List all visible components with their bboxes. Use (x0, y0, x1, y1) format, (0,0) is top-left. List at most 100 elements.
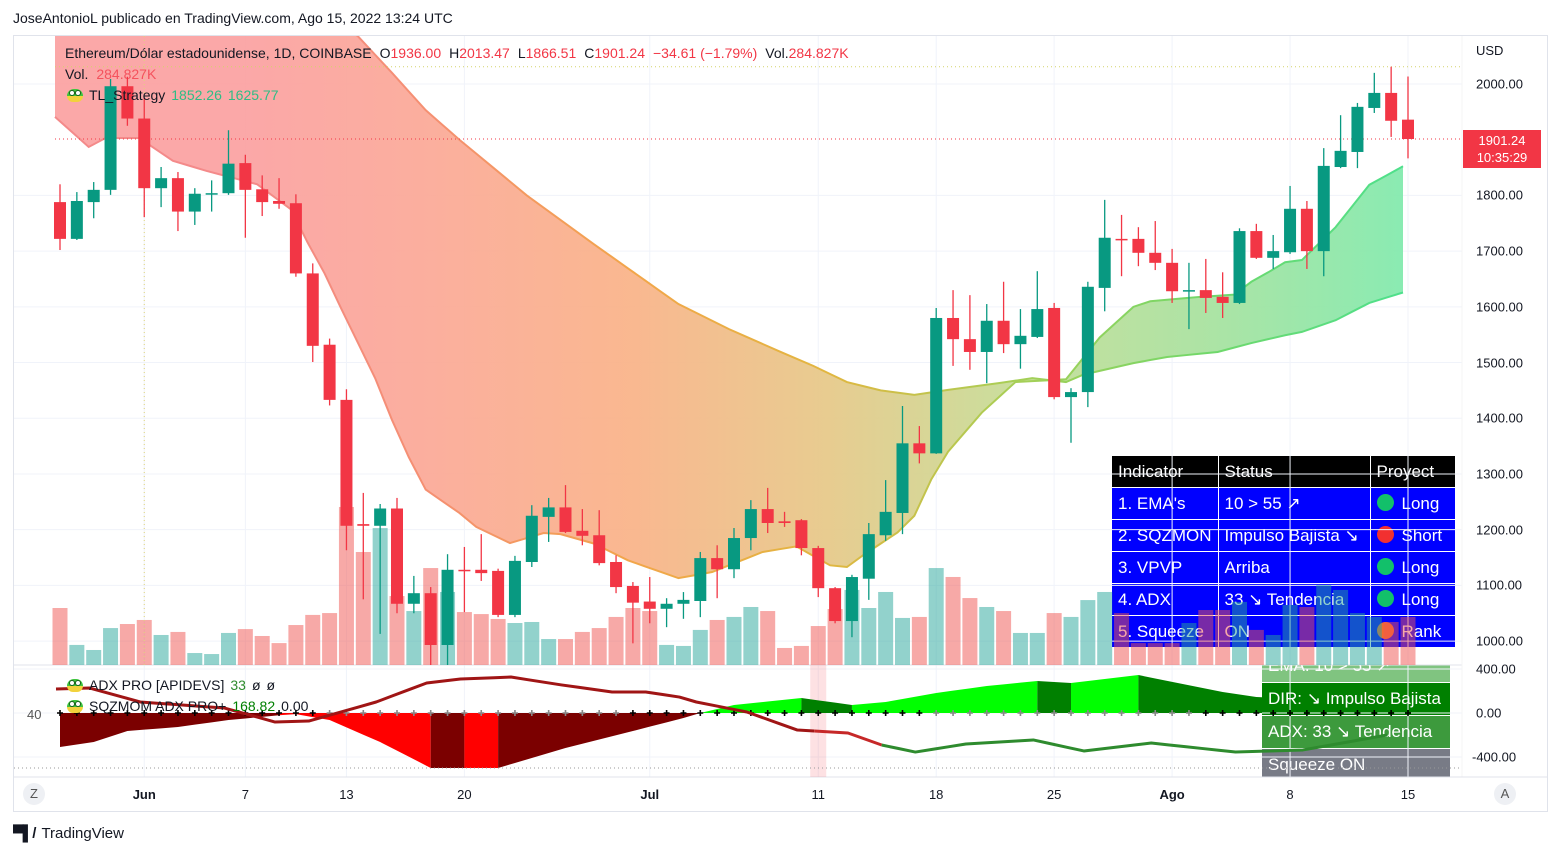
sqzmom-value-2: 0.00 (281, 698, 309, 714)
header-status: Status (1217, 455, 1371, 488)
time-tick-label: 7 (241, 787, 249, 802)
footer-brand[interactable]: ▀▌/ TradingView (13, 825, 124, 842)
row-status: 33 ↘ Tendencia (1217, 583, 1371, 616)
row-indicator: 4. ADX (1111, 583, 1219, 616)
status-dot-icon (1376, 493, 1394, 511)
row-proyect: Long (1369, 551, 1456, 584)
table-row: 2. SQZMON Impulso Bajista ↘ Short (1111, 519, 1456, 552)
ohlc-close: C1901.24 (584, 45, 645, 61)
high-label: H (449, 45, 460, 61)
lower-table-row-squeeze: Squeeze ON (1262, 749, 1450, 777)
last-price-value: 1901.24 (1478, 133, 1526, 148)
chart-frame (13, 35, 1548, 812)
proyect-label: Rank (1401, 621, 1442, 641)
table-row: 5. Squeeze ON Rank (1111, 615, 1456, 648)
close-value: 1901.24 (594, 45, 645, 61)
strategy-legend[interactable]: TL_Strategy 1852.26 1625.77 (67, 87, 278, 103)
strategy-name: TL_Strategy (89, 87, 166, 103)
adx-na-2: ø (266, 677, 276, 693)
row-proyect: Rank (1369, 615, 1456, 648)
tradingview-logo-icon: ▀▌/ (13, 825, 36, 842)
change-value: −34.61 (−1.79%) (652, 45, 758, 61)
price-tick-label: 1700.00 (1476, 243, 1523, 259)
adx-na-1: ø (251, 677, 261, 693)
proyect-label: Long (1401, 589, 1440, 609)
time-tick-label: 11 (811, 787, 826, 802)
price-tick-label: 1300.00 (1476, 466, 1523, 482)
row-status: ON (1217, 615, 1371, 648)
low-value: 1866.51 (525, 45, 577, 61)
row-status: Impulso Bajista ↘ (1217, 519, 1371, 552)
sqzmom-value: 168.82 (232, 698, 276, 714)
low-label: L (517, 45, 526, 61)
price-tick-label: 1100.00 (1476, 577, 1523, 593)
row-status: 10 > 55 ↗ (1217, 487, 1371, 520)
ohlc-high: H2013.47 (449, 45, 510, 61)
row-indicator: 1. EMA's (1111, 487, 1219, 520)
lower-tick-label: -400.00 (1472, 749, 1517, 765)
strategy-slow-value: 1625.77 (227, 87, 279, 103)
table-row: 4. ADX 33 ↘ Tendencia Long (1111, 583, 1456, 616)
volume-legend-label: Vol. (65, 66, 89, 82)
table-row: 3. VPVP Arriba Long (1111, 551, 1456, 584)
symbol-title[interactable]: Ethereum/Dólar estadounidense, 1D, COINB… (65, 45, 372, 61)
status-dot-icon (1376, 589, 1394, 607)
price-tick-label: 2000.00 (1476, 76, 1523, 92)
currency-label[interactable]: USD (1476, 43, 1504, 58)
frog-icon (67, 88, 83, 102)
volume-legend-value: 284.827K (96, 66, 157, 82)
lower-status-table: EMA: 10 > 55 ↗ DIR: ↘ Impulso Bajista AD… (1262, 665, 1450, 777)
row-proyect: Short (1369, 519, 1456, 552)
sqzmom-legend[interactable]: SQZMOM ADX PRO+ 168.82 0.00 (67, 698, 308, 714)
proyect-label: Long (1401, 557, 1440, 577)
time-tick-label: 18 (928, 787, 944, 802)
price-tick-label: 1500.00 (1476, 355, 1523, 371)
ohlc-low: L1866.51 (518, 45, 576, 61)
indicator-table: Indicator Status Proyect 1. EMA's 10 > 5… (1111, 455, 1456, 648)
price-tick-label: 1000.00 (1476, 633, 1523, 649)
lower-table-row-ema: EMA: 10 > 55 ↗ (1262, 665, 1450, 683)
proyect-label: Long (1401, 493, 1440, 513)
proyect-label: Short (1401, 525, 1443, 545)
time-tick-label: Jun (132, 787, 156, 802)
open-value: 1936.00 (390, 45, 442, 61)
legend-volume: Vol.284.827K (765, 45, 848, 61)
publish-header: JoseAntonioL publicado en TradingView.co… (13, 10, 453, 26)
lower-tick-label: 0.00 (1476, 705, 1502, 721)
auto-scale-button[interactable]: A (1494, 783, 1516, 805)
status-dot-icon (1376, 621, 1394, 639)
strategy-fast-value: 1852.26 (171, 87, 222, 103)
price-tick-label: 1400.00 (1476, 410, 1523, 426)
price-tick-label: 1800.00 (1476, 187, 1523, 203)
brand-name: TradingView (41, 825, 124, 842)
time-tick-label: Jul (640, 787, 660, 802)
row-indicator: 3. VPVP (1111, 551, 1219, 584)
ohlc-open: O1936.00 (380, 45, 442, 61)
open-label: O (379, 45, 391, 61)
time-tick-label: 20 (457, 787, 472, 802)
table-row: 1. EMA's 10 > 55 ↗ Long (1111, 487, 1456, 520)
close-label: C (584, 45, 595, 61)
row-proyect: Long (1369, 583, 1456, 616)
status-dot-icon (1376, 525, 1394, 543)
lower-tick-label: 400.00 (1476, 661, 1516, 677)
adx-legend[interactable]: ADX PRO [APIDEVS] 33 ø ø (67, 677, 275, 693)
time-tick-label: 25 (1046, 787, 1062, 802)
last-price-tag: 1901.24 10:35:29 (1463, 130, 1541, 168)
row-status: Arriba (1217, 551, 1371, 584)
frog-icon (67, 678, 83, 692)
time-tick-label: Ago (1159, 787, 1185, 802)
lower-table-row-adx: ADX: 33 ↘ Tendencia (1262, 716, 1450, 749)
status-dot-icon (1376, 557, 1394, 575)
volume-label: Vol. (765, 45, 789, 61)
bar-countdown: 10:35:29 (1476, 150, 1528, 165)
frog-icon (67, 699, 83, 713)
row-indicator: 5. Squeeze (1111, 615, 1219, 648)
header-proyect: Proyect (1369, 455, 1456, 488)
volume-legend[interactable]: Vol. 284.827K (65, 66, 156, 82)
time-tick-label: 8 (1286, 787, 1294, 802)
price-tick-label: 1200.00 (1476, 522, 1523, 538)
timezone-zoom-button[interactable]: Z (23, 783, 45, 805)
high-value: 2013.47 (459, 45, 510, 61)
time-tick-label: 15 (1400, 787, 1416, 802)
